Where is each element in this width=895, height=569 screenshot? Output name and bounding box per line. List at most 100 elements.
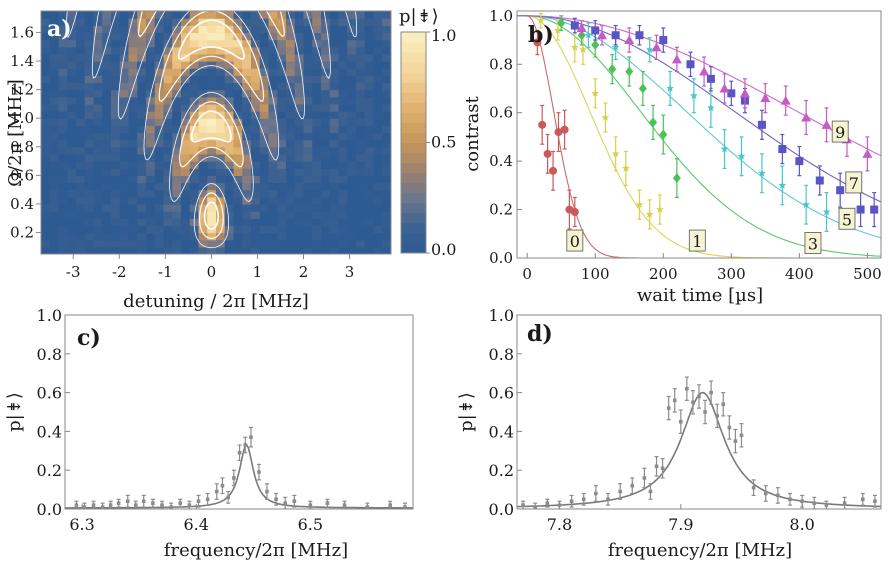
heat-cell xyxy=(163,103,173,112)
data-point xyxy=(579,45,587,53)
data-point xyxy=(557,18,566,29)
heat-cell xyxy=(382,61,391,69)
heat-cell xyxy=(128,203,138,212)
heat-cell xyxy=(329,153,340,162)
heat-cell xyxy=(189,96,200,105)
heat-cell xyxy=(67,125,77,134)
heat-cell xyxy=(268,246,278,254)
heat-cell xyxy=(286,103,296,112)
heat-cell xyxy=(233,153,243,162)
heat-cell xyxy=(84,111,95,119)
heat-cell xyxy=(58,225,68,234)
heat-cell xyxy=(163,218,173,227)
heat-cell xyxy=(321,239,331,248)
heat-cell xyxy=(224,218,235,227)
heat-cell xyxy=(312,161,322,169)
heat-cell xyxy=(338,125,348,134)
heat-cell xyxy=(163,11,173,19)
heat-cell xyxy=(84,25,95,34)
heat-cell xyxy=(93,125,103,134)
heat-cell xyxy=(356,68,366,76)
colorbar: 0.00.51.0p|⇟⟩ xyxy=(399,6,456,259)
heat-cell xyxy=(198,232,208,241)
heat-cell xyxy=(364,39,375,48)
data-point xyxy=(788,497,792,502)
heat-cell xyxy=(93,196,103,205)
heat-cell xyxy=(41,11,51,19)
heat-cell xyxy=(338,53,348,62)
heat-cell xyxy=(242,175,252,184)
heat-cell xyxy=(49,18,60,26)
heat-cell xyxy=(128,75,138,84)
heat-cell xyxy=(76,111,86,119)
heat-cell xyxy=(102,68,112,76)
heat-cell xyxy=(242,246,252,254)
heat-cell xyxy=(216,103,226,112)
heat-cell xyxy=(347,139,357,148)
heat-cell xyxy=(111,111,121,119)
heat-cell xyxy=(58,196,68,205)
heat-cell xyxy=(347,53,357,62)
series-label-9: 9 xyxy=(835,123,845,142)
heat-cell xyxy=(224,246,235,254)
heat-cell xyxy=(294,246,305,254)
contour-line xyxy=(65,11,357,249)
heat-cell xyxy=(373,232,383,241)
heat-cell xyxy=(58,68,68,76)
data-point xyxy=(733,439,738,443)
heat-cell xyxy=(277,18,287,26)
heat-cell xyxy=(216,89,226,98)
heat-cell xyxy=(373,189,383,198)
heat-cell xyxy=(312,182,322,191)
heat-cell xyxy=(137,32,147,41)
data-point xyxy=(569,499,574,504)
heat-cell xyxy=(49,53,60,62)
heat-cell xyxy=(373,146,383,155)
heat-cell xyxy=(41,153,51,162)
heat-cell xyxy=(111,61,121,69)
data-point xyxy=(709,390,713,395)
heat-cell xyxy=(347,61,357,69)
heat-cell xyxy=(207,46,217,55)
colorbar-swatch xyxy=(401,32,426,43)
heat-cell xyxy=(41,139,51,148)
heat-cell xyxy=(102,189,112,198)
heat-cell xyxy=(154,111,165,119)
heat-cell xyxy=(268,103,278,112)
heat-cell xyxy=(312,132,322,141)
heat-cell xyxy=(102,18,112,26)
heat-cell xyxy=(242,225,252,234)
heat-cell xyxy=(268,203,278,212)
heat-cell xyxy=(102,246,112,254)
data-point xyxy=(82,505,87,509)
heat-cell xyxy=(207,161,217,169)
heat-cell xyxy=(233,39,243,48)
heat-cell xyxy=(268,139,278,148)
heat-cell xyxy=(286,211,296,219)
heat-cell xyxy=(172,25,182,34)
heat-cell xyxy=(49,153,60,162)
heat-cell xyxy=(233,82,243,91)
heat-cell xyxy=(216,46,226,55)
heat-cell xyxy=(207,232,217,241)
heat-cell xyxy=(58,82,68,91)
heat-cell xyxy=(356,25,366,34)
heat-cell xyxy=(93,82,103,91)
heat-cell xyxy=(251,125,261,134)
heat-cell xyxy=(329,32,340,41)
heat-cell xyxy=(137,189,147,198)
heat-cell xyxy=(58,11,68,19)
heat-cell xyxy=(373,132,383,141)
heat-cell xyxy=(303,89,313,98)
heat-cell xyxy=(338,203,348,212)
heat-cell xyxy=(172,75,182,84)
heat-cell xyxy=(163,61,173,69)
heat-cell xyxy=(268,89,278,98)
heat-cell xyxy=(163,189,173,198)
heat-cell xyxy=(268,68,278,76)
heat-cell xyxy=(49,196,60,205)
heat-cell xyxy=(242,203,252,212)
heat-cell xyxy=(259,139,270,148)
heat-cell xyxy=(356,118,366,126)
heat-cell xyxy=(364,132,375,141)
